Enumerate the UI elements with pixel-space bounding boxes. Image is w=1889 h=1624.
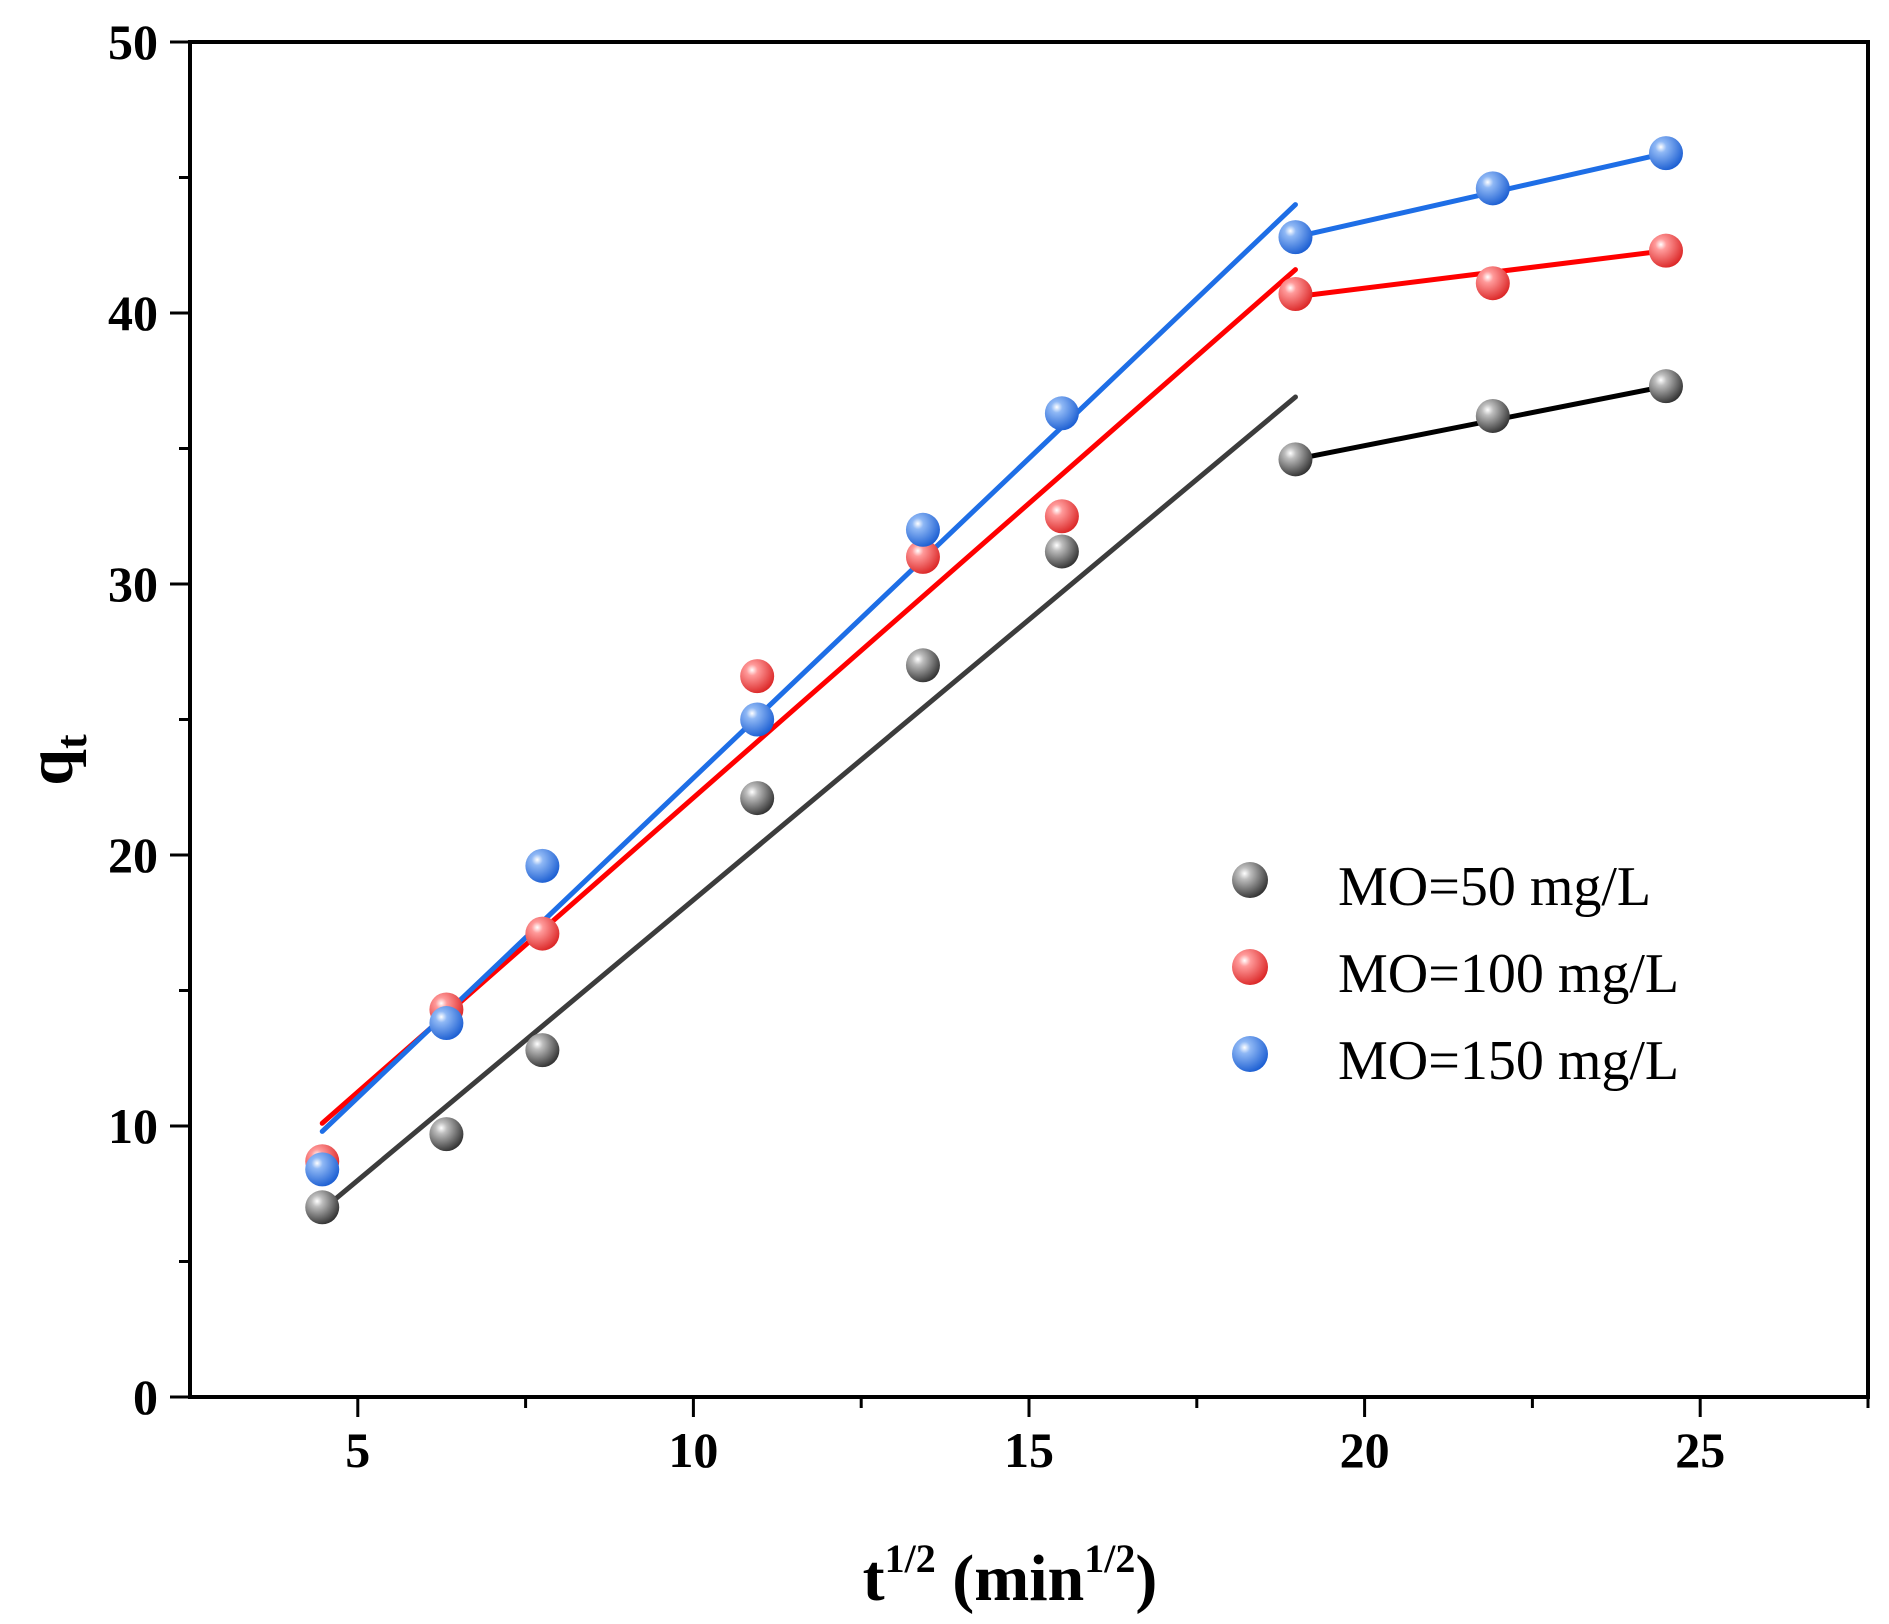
- point-s0-4: [905, 648, 940, 683]
- y-tick-label: 30: [108, 556, 158, 612]
- y-axis-title: qt: [14, 734, 96, 786]
- legend-label-1: MO=100 mg/L: [1338, 943, 1679, 1005]
- point-s1-2: [525, 916, 560, 951]
- x-tick-label: 5: [345, 1422, 370, 1478]
- legend-marker-0: [1232, 862, 1268, 898]
- point-s1-3: [740, 659, 775, 694]
- legend: MO=50 mg/L MO=100 mg/L MO=150 mg/L: [1232, 856, 1679, 1092]
- point-s0-5: [1044, 534, 1079, 569]
- legend-item-1: MO=100 mg/L: [1232, 943, 1679, 1005]
- point-s0-0: [305, 1190, 340, 1225]
- point-s0-7: [1475, 398, 1510, 433]
- point-s0-2: [525, 1033, 560, 1068]
- point-s2-1: [429, 1006, 464, 1041]
- x-tick-label: 20: [1340, 1422, 1390, 1478]
- point-s2-4: [905, 512, 940, 547]
- axis-tick-labels: 5 10 15 20 25 0 10 20 30 40 50: [108, 14, 1725, 1478]
- x-axis-title: t1/2 (min1/2): [863, 1536, 1158, 1615]
- point-s1-6: [1278, 277, 1313, 312]
- point-s1-4: [905, 539, 940, 574]
- legend-label-0: MO=50 mg/L: [1338, 856, 1651, 918]
- x-tick-label: 25: [1675, 1422, 1725, 1478]
- y-tick-label: 20: [108, 827, 158, 883]
- point-s2-3: [740, 702, 775, 737]
- axis-ticks: [170, 40, 1870, 1417]
- point-s2-6: [1278, 220, 1313, 255]
- point-s2-7: [1475, 171, 1510, 206]
- fit-line-s2-fit1: [319, 202, 1298, 1134]
- y-tick-label: 40: [108, 285, 158, 341]
- fit-line-s1-fit1: [319, 267, 1298, 1126]
- data-points: [305, 136, 1683, 1225]
- point-s2-2: [525, 848, 560, 883]
- point-s0-8: [1648, 369, 1683, 404]
- legend-marker-1: [1232, 949, 1268, 985]
- point-s0-6: [1278, 442, 1313, 477]
- legend-item-0: MO=50 mg/L: [1232, 856, 1651, 918]
- point-s0-1: [429, 1117, 464, 1152]
- point-s1-5: [1044, 499, 1079, 534]
- y-tick-label: 50: [108, 14, 158, 70]
- point-s2-8: [1648, 136, 1683, 171]
- point-s1-7: [1475, 266, 1510, 301]
- point-s1-8: [1648, 233, 1683, 268]
- x-tick-label: 15: [1004, 1422, 1054, 1478]
- legend-item-2: MO=150 mg/L: [1232, 1030, 1679, 1092]
- point-s2-0: [305, 1152, 340, 1187]
- y-tick-label: 0: [133, 1369, 158, 1425]
- point-s0-3: [740, 781, 775, 816]
- legend-marker-2: [1232, 1036, 1268, 1072]
- y-tick-label: 10: [108, 1098, 158, 1154]
- legend-label-2: MO=150 mg/L: [1338, 1030, 1679, 1092]
- fit-line-s0-fit1: [319, 394, 1298, 1213]
- x-tick-label: 10: [668, 1422, 718, 1478]
- plot-frame: [188, 40, 1870, 1399]
- point-s2-5: [1044, 396, 1079, 431]
